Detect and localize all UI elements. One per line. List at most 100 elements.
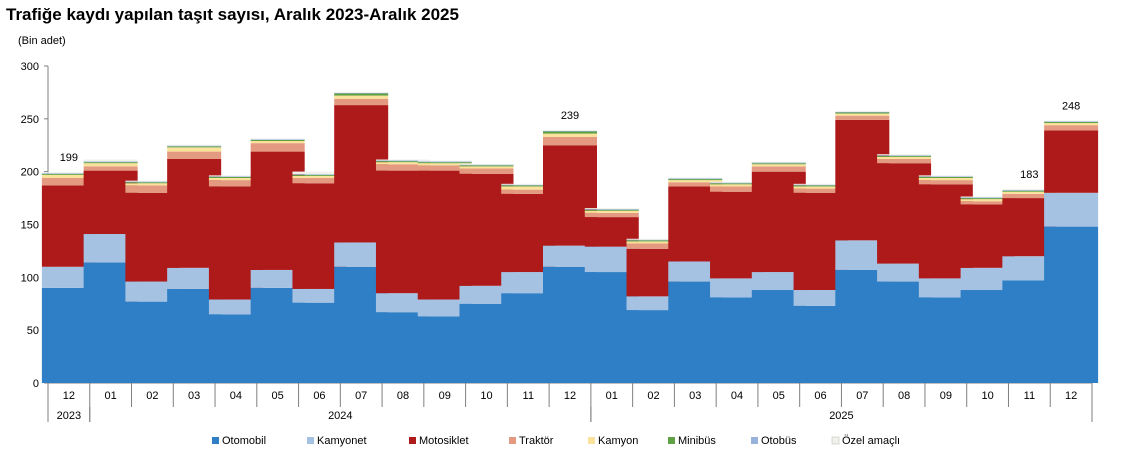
bar-segment [1002,191,1057,194]
bar-segment [459,285,514,304]
legend-swatch [668,437,675,444]
bar-segment [334,95,389,99]
y-axis-unit-label: (Bin adet) [18,35,66,47]
bar-segment [125,281,180,302]
bar-segment [292,171,347,175]
bar-segment [41,172,96,174]
bar-segment [751,272,806,291]
y-tick-label: 100 [21,272,39,284]
year-group-label: 2024 [328,410,352,422]
bar-segment [835,110,890,112]
bar-segment [375,162,430,165]
bar-segment [1002,190,1057,191]
bar-segment [918,178,973,181]
bar-segment [125,183,180,186]
legend-swatch [751,437,758,444]
bar-segment [501,183,556,185]
x-tick-label: 08 [397,390,409,402]
year-group-label: 2025 [829,410,853,422]
legend-item-label: Motosiklet [419,435,469,447]
bar-segment [543,136,597,146]
bar-segment [960,199,1015,202]
bar-segment [626,239,681,241]
bar-segment [375,160,430,162]
year-group-label: 2023 [57,410,81,422]
x-tick-label: 10 [480,390,492,402]
bar-segment [250,143,305,152]
bar-segment [1044,226,1099,383]
bar-total-label: 199 [60,152,78,164]
bar-segment [668,261,723,282]
bar-segment [334,93,389,96]
x-tick-label: 07 [856,390,868,402]
bar-segment [710,183,765,185]
bar-segment [459,168,514,174]
legend-swatch [831,436,840,445]
bar-segment [459,163,514,165]
x-tick-label: 09 [439,390,451,402]
bar-segment [417,163,472,166]
bar-segment [835,111,890,113]
bar-segment [793,186,848,189]
bar-segment [250,269,305,288]
legend-item-label: Otomobil [222,435,266,447]
chart-title: Trafiğe kaydı yapılan taşıt sayısı, Aral… [6,5,459,24]
bar-segment [1044,192,1099,227]
legend-swatch [307,437,314,444]
bar-segment [334,92,389,94]
bar-segment [1044,123,1099,126]
bar-segment [710,278,765,298]
y-tick-label: 250 [21,114,39,126]
bar-segment [41,266,96,288]
bar-segment [543,133,597,137]
bar-segment [668,177,723,179]
x-tick-label: 11 [1024,390,1035,402]
bar-segment [417,165,472,171]
bar-segment [626,243,681,249]
legend-swatch [509,437,516,444]
bar-segment [751,162,806,164]
x-tick-label: 05 [773,390,785,402]
bar-segment [417,160,472,162]
bar-segment [41,174,96,179]
bar-segment [375,164,430,171]
bar-segment [877,158,932,164]
bar-segment [626,238,681,240]
bar-segment [208,180,263,187]
bar-segment [668,182,723,187]
bar-segment [793,183,848,185]
legend-item-label: Minibüs [678,435,716,447]
bar-segment [375,161,430,163]
bar-segment [751,163,806,165]
bar-segment [83,162,138,164]
bar-segment [459,164,514,166]
bar-segment [501,186,556,190]
x-tick-label: 06 [814,390,826,402]
bar-segment [208,176,263,179]
bar-segment [626,241,681,244]
bar-segment [167,147,222,152]
y-tick-label: 50 [27,325,39,337]
bar-segment [501,272,556,294]
bar-segment [292,178,347,184]
legend-swatch [212,437,219,444]
bar-segment [208,175,263,177]
bar-segment [83,161,138,163]
bar-segment [584,209,639,210]
bar-segment [167,145,222,147]
bar-segment [668,180,723,183]
y-tick-label: 0 [33,378,39,390]
y-tick-label: 200 [21,167,39,179]
bar-segment [41,178,96,186]
bar-segment [960,197,1015,199]
bar-segment [459,166,514,169]
bar-segment [918,278,973,298]
bar-segment [793,290,848,306]
x-tick-label: 02 [146,390,158,402]
x-tick-label: 10 [981,390,993,402]
bar-segment [250,141,305,144]
y-tick-label: 150 [21,220,39,232]
bar-segment [584,212,639,218]
bar-segment [125,182,180,184]
